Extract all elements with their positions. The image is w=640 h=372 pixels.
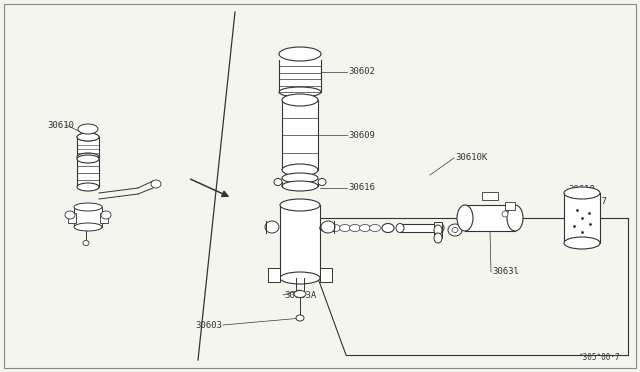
Ellipse shape	[436, 224, 444, 232]
Ellipse shape	[396, 224, 404, 232]
Ellipse shape	[282, 173, 318, 183]
Ellipse shape	[434, 233, 442, 243]
Ellipse shape	[282, 94, 318, 106]
Ellipse shape	[83, 241, 89, 246]
Text: 3063l: 3063l	[492, 267, 519, 276]
Ellipse shape	[274, 179, 282, 186]
Bar	[400, 224, 440, 232]
Ellipse shape	[294, 291, 306, 298]
Bar	[564, 193, 600, 243]
Bar	[282, 100, 318, 170]
Ellipse shape	[434, 225, 442, 235]
Ellipse shape	[321, 221, 335, 233]
Bar	[434, 222, 442, 238]
Text: 30618: 30618	[568, 186, 595, 195]
Ellipse shape	[507, 205, 523, 231]
Text: 30617: 30617	[580, 198, 607, 206]
Ellipse shape	[502, 211, 508, 217]
Ellipse shape	[279, 47, 321, 61]
Ellipse shape	[319, 224, 330, 231]
Ellipse shape	[280, 199, 320, 211]
Ellipse shape	[330, 224, 340, 231]
Ellipse shape	[339, 224, 351, 231]
Bar	[74, 207, 102, 227]
Bar	[279, 54, 321, 92]
Bar	[482, 192, 498, 200]
Ellipse shape	[77, 133, 99, 141]
Ellipse shape	[74, 223, 102, 231]
Ellipse shape	[282, 181, 318, 191]
Text: 30610K: 30610K	[455, 154, 487, 163]
Ellipse shape	[349, 224, 360, 231]
Ellipse shape	[564, 237, 600, 249]
Text: 30603A: 30603A	[284, 291, 316, 299]
Text: ^305^00·7: ^305^00·7	[579, 353, 620, 362]
Bar	[266, 221, 280, 233]
Ellipse shape	[77, 183, 99, 191]
Ellipse shape	[77, 153, 99, 161]
Ellipse shape	[564, 187, 600, 199]
Ellipse shape	[101, 211, 111, 219]
Ellipse shape	[448, 224, 462, 236]
Text: 30602: 30602	[348, 67, 375, 77]
Ellipse shape	[318, 179, 326, 186]
Bar	[100, 213, 108, 223]
Bar	[268, 268, 280, 282]
Ellipse shape	[74, 203, 102, 211]
Text: 30603: 30603	[195, 321, 222, 330]
Ellipse shape	[77, 133, 99, 141]
Bar	[77, 137, 99, 157]
Bar	[465, 205, 515, 231]
Ellipse shape	[457, 205, 473, 231]
Text: 30616: 30616	[348, 183, 375, 192]
Ellipse shape	[360, 224, 371, 231]
Ellipse shape	[369, 224, 381, 231]
Text: 30609: 30609	[348, 131, 375, 140]
Ellipse shape	[279, 87, 321, 97]
Ellipse shape	[65, 211, 75, 219]
Bar	[68, 213, 76, 223]
Ellipse shape	[280, 272, 320, 284]
Bar	[77, 159, 99, 187]
Bar	[320, 221, 334, 233]
Ellipse shape	[452, 228, 458, 232]
Text: 30610: 30610	[47, 121, 74, 129]
Ellipse shape	[77, 155, 99, 163]
Bar	[505, 202, 515, 210]
Ellipse shape	[282, 164, 318, 176]
Ellipse shape	[265, 221, 279, 233]
Ellipse shape	[382, 224, 394, 232]
Ellipse shape	[296, 315, 304, 321]
Bar	[282, 178, 318, 186]
Bar	[320, 268, 332, 282]
Ellipse shape	[78, 124, 98, 134]
Bar	[280, 205, 320, 278]
Ellipse shape	[151, 180, 161, 188]
